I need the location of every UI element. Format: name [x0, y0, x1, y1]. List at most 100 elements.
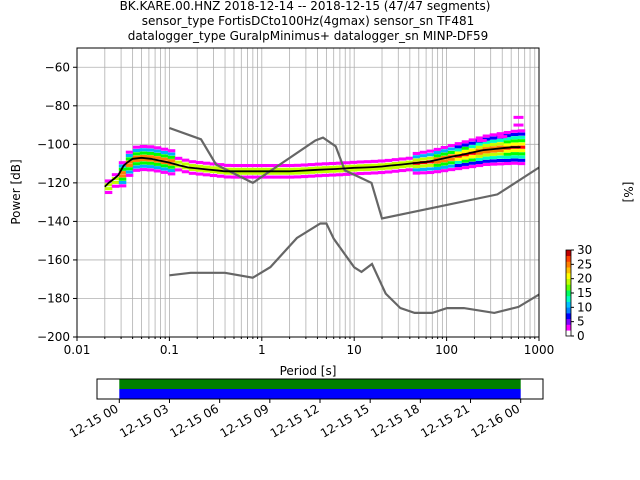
density-cell	[188, 164, 197, 168]
density-cell	[307, 166, 316, 171]
density-cell	[209, 162, 218, 166]
density-cell	[132, 158, 141, 162]
coverage-tick-label: 12-15 12	[268, 401, 322, 440]
density-cell	[146, 155, 155, 159]
density-cell	[496, 158, 505, 163]
density-cell	[279, 167, 288, 171]
density-cell	[251, 163, 260, 168]
density-cell	[153, 152, 162, 156]
x-tick-label: 1	[258, 343, 266, 357]
density-cell	[454, 142, 463, 146]
density-cell	[398, 165, 407, 169]
density-cell	[426, 149, 435, 153]
density-cell	[461, 162, 470, 166]
density-cell	[496, 152, 505, 156]
density-cell	[426, 153, 435, 157]
density-cell	[286, 175, 295, 179]
density-cell	[405, 160, 414, 164]
density-cell	[265, 175, 274, 179]
density-cell	[468, 145, 477, 149]
density-cell	[265, 167, 274, 171]
density-cell	[517, 139, 526, 143]
density-cell	[230, 175, 239, 179]
density-cell	[398, 169, 407, 173]
density-cell	[181, 162, 190, 166]
density-cell	[356, 164, 365, 168]
density-cell	[251, 167, 260, 171]
coverage-tick-label: 12-15 15	[318, 401, 372, 440]
x-tick-label: 10	[347, 343, 362, 357]
density-cell	[216, 170, 225, 174]
colorbar-segment	[566, 250, 571, 257]
density-cell	[419, 154, 428, 158]
x-tick-label: 0.01	[64, 343, 91, 357]
colorbar-segment	[566, 295, 571, 302]
density-cell	[426, 170, 435, 175]
density-cell	[513, 115, 524, 119]
density-cell	[510, 148, 519, 153]
density-cell	[489, 162, 498, 166]
density-cell	[300, 167, 309, 171]
density-cell	[482, 134, 491, 138]
density-cell	[405, 168, 414, 172]
density-cell	[125, 157, 134, 161]
density-cell	[391, 161, 400, 166]
density-cell	[503, 140, 512, 144]
colorbar-segment	[566, 284, 571, 291]
density-cell	[489, 143, 498, 147]
density-cell	[139, 161, 148, 165]
density-cell	[258, 167, 267, 171]
density-cell	[167, 159, 176, 163]
density-cell	[510, 142, 519, 146]
density-cell	[153, 156, 162, 160]
density-cell	[265, 163, 274, 168]
density-cell	[139, 151, 148, 155]
density-cell	[293, 163, 302, 167]
density-cell	[167, 169, 176, 173]
density-cell	[510, 158, 519, 162]
density-cell	[433, 151, 442, 155]
density-cell	[489, 146, 498, 150]
density-cell	[503, 137, 512, 141]
density-cell	[377, 159, 386, 163]
density-cell	[447, 161, 456, 165]
density-cell	[174, 168, 183, 172]
density-cell	[440, 159, 449, 163]
density-cell	[160, 150, 169, 155]
density-cell	[419, 167, 428, 171]
density-cell	[104, 187, 113, 191]
density-cell	[517, 135, 526, 139]
density-cell	[391, 165, 400, 169]
x-tick-label: 0.1	[160, 343, 179, 357]
density-cell	[139, 144, 148, 148]
density-cell	[342, 165, 351, 169]
density-cell	[146, 158, 155, 162]
density-cell	[419, 171, 428, 175]
density-cell	[132, 165, 141, 169]
density-cell	[363, 164, 372, 168]
density-cell	[447, 154, 456, 158]
density-cell	[476, 138, 487, 142]
density-cell	[489, 136, 498, 140]
y-axis-label: Power [dB]	[9, 159, 23, 224]
density-cell	[195, 160, 204, 165]
density-cell	[195, 172, 204, 176]
density-cell	[118, 171, 127, 175]
colorbar-tick-label: 10	[577, 300, 592, 314]
mean-curve-group	[104, 146, 521, 188]
colorbar-tick-label: 15	[577, 286, 592, 300]
colorbar-segment	[566, 307, 571, 314]
density-cell	[321, 169, 330, 174]
density-cell	[328, 169, 337, 173]
colorbar-segment	[566, 313, 571, 320]
density-cell	[321, 162, 330, 166]
density-cell	[174, 160, 183, 164]
density-cell	[461, 140, 470, 144]
density-cell	[314, 174, 323, 178]
density-cell	[454, 145, 463, 149]
density-cell	[125, 153, 134, 158]
y-tick-label: −100	[37, 137, 70, 151]
density-cell	[356, 168, 365, 172]
density-cell	[181, 166, 190, 170]
density-cell	[510, 129, 519, 133]
